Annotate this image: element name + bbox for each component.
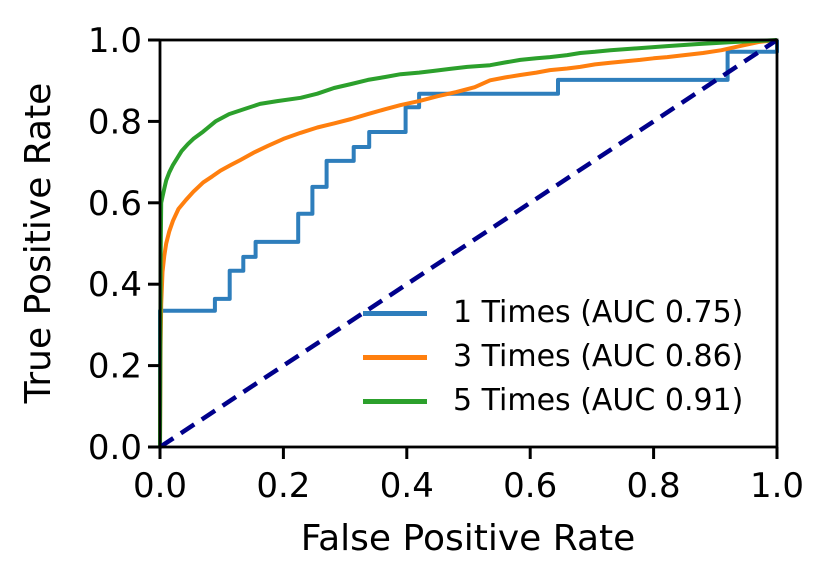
x-tick-labels: 0.0 0.2 0.4 0.6 0.8 1.0 bbox=[133, 466, 804, 506]
legend-label: 5 Times (AUC 0.91) bbox=[453, 383, 744, 418]
legend-line-swatch bbox=[363, 354, 427, 360]
y-tick-label: 0.0 bbox=[88, 428, 142, 468]
legend-item: 5 Times (AUC 0.91) bbox=[363, 379, 743, 423]
x-tick-label: 0.4 bbox=[380, 466, 434, 506]
roc-curves bbox=[158, 38, 779, 449]
curve-3-times-auc-0-86 bbox=[158, 38, 778, 448]
y-axis-ticks bbox=[148, 38, 160, 449]
legend-item: 3 Times (AUC 0.86) bbox=[363, 335, 743, 379]
y-axis-label: True Positive Rate bbox=[18, 83, 59, 405]
legend: 1 Times (AUC 0.75) 3 Times (AUC 0.86) 5 Ti… bbox=[363, 291, 743, 423]
y-tick-label: 1.0 bbox=[88, 21, 142, 61]
legend-line-swatch bbox=[363, 398, 427, 404]
curve-1-times-auc-0-75 bbox=[158, 40, 779, 447]
curve-chance-diagonal bbox=[158, 38, 779, 449]
x-tick-label: 0.0 bbox=[133, 466, 187, 506]
axes-frame bbox=[158, 38, 779, 449]
y-tick-label: 0.4 bbox=[88, 265, 142, 305]
x-axis-label: False Positive Rate bbox=[301, 518, 636, 559]
y-tick-label: 0.8 bbox=[88, 102, 142, 142]
legend-item: 1 Times (AUC 0.75) bbox=[363, 291, 743, 335]
x-tick-label: 0.2 bbox=[256, 466, 310, 506]
y-tick-labels: 0.0 0.2 0.4 0.6 0.8 1.0 bbox=[88, 21, 142, 468]
y-tick-label: 0.6 bbox=[88, 184, 142, 224]
x-tick-label: 0.8 bbox=[627, 466, 681, 506]
x-axis-ticks bbox=[158, 447, 779, 459]
legend-label: 3 Times (AUC 0.86) bbox=[453, 339, 744, 374]
y-tick-label: 0.2 bbox=[88, 347, 142, 387]
x-tick-label: 1.0 bbox=[750, 466, 804, 506]
curve-5-times-auc-0-91 bbox=[158, 38, 778, 448]
legend-label: 1 Times (AUC 0.75) bbox=[453, 295, 744, 330]
legend-line-swatch bbox=[363, 310, 427, 316]
x-tick-label: 0.6 bbox=[503, 466, 557, 506]
